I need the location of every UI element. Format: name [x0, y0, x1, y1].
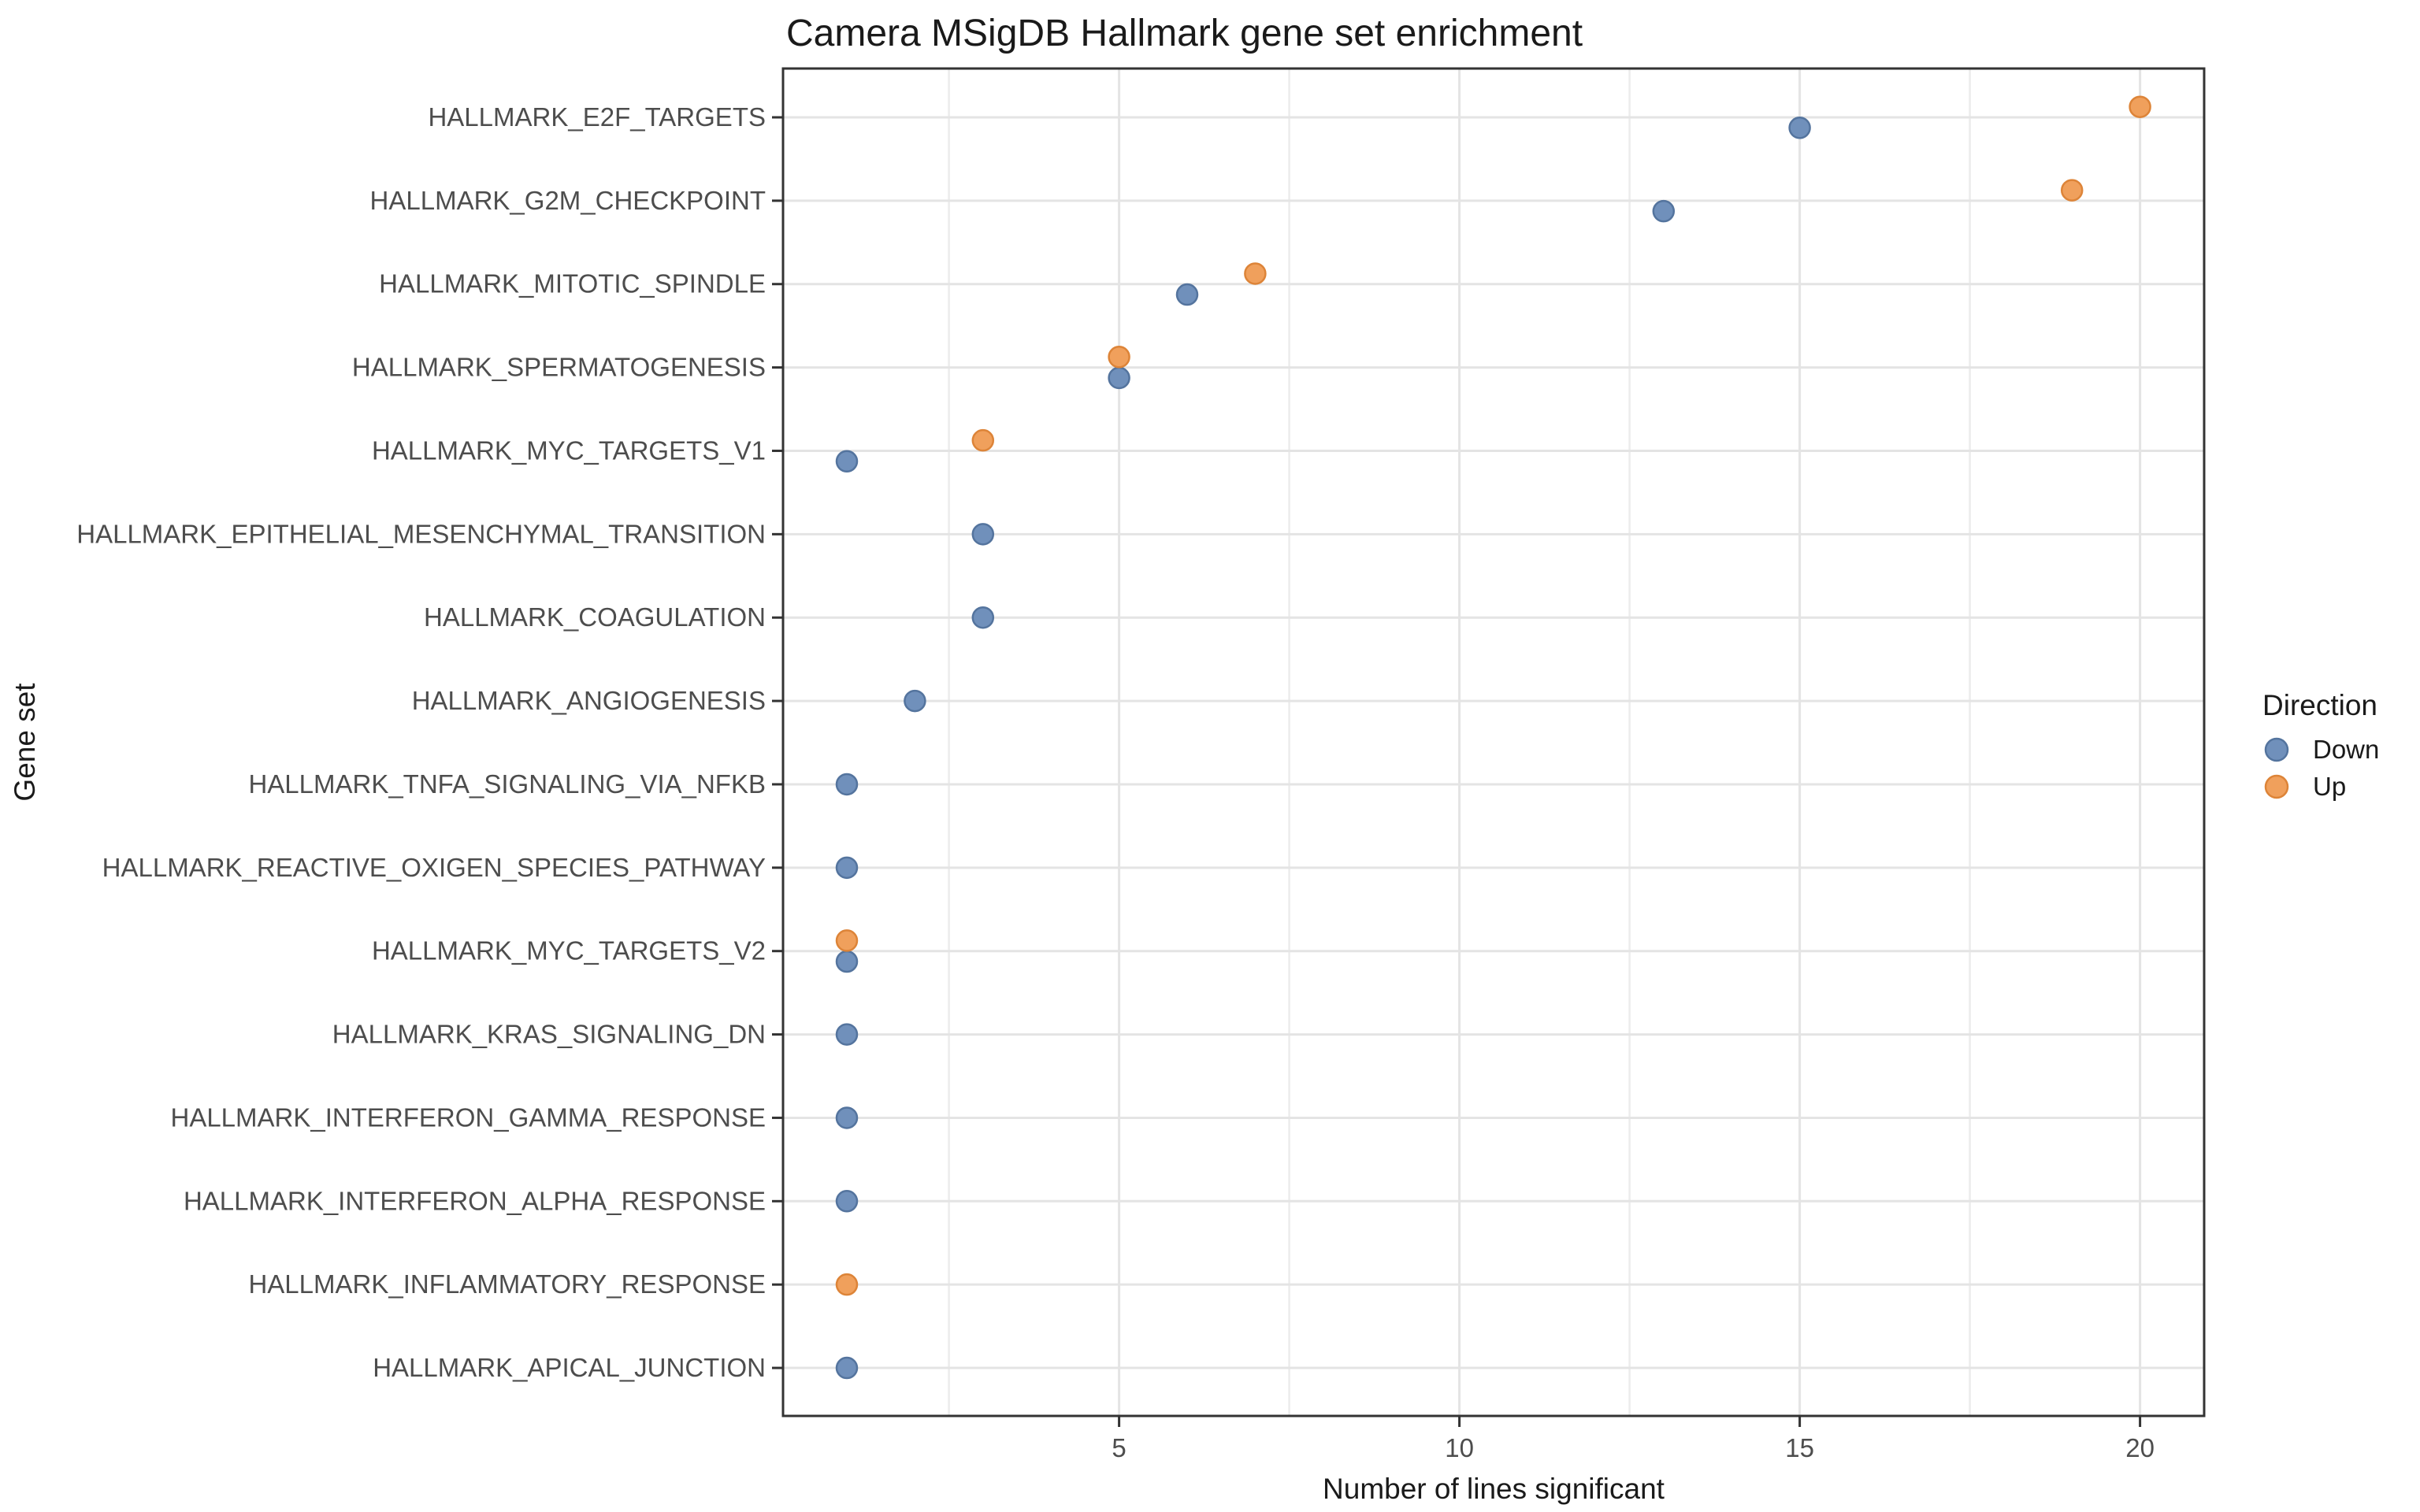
data-point-down [1108, 366, 1130, 390]
data-point-up [835, 929, 859, 952]
y-tick-label: HALLMARK_ANGIOGENESIS [412, 686, 766, 715]
plot-panel: HALLMARK_E2F_TARGETS HALLMARK_G2M_CHECKPO… [76, 67, 2206, 1462]
y-tick-label: HALLMARK_INFLAMMATORY_RESPONSE [248, 1269, 766, 1299]
data-point-down [1652, 199, 1676, 223]
data-point-up [1244, 262, 1267, 285]
data-point-down [835, 1190, 859, 1213]
y-tick-label: HALLMARK_G2M_CHECKPOINT [370, 186, 766, 215]
data-point-down [835, 950, 859, 973]
legend-item-up: Up [2264, 772, 2346, 801]
y-tick-label: HALLMARK_KRAS_SIGNALING_DN [332, 1020, 766, 1049]
y-tick-label: HALLMARK_EPITHELIAL_MESENCHYMAL_TRANSITI… [76, 519, 766, 548]
data-point-up [971, 428, 995, 452]
data-point-down [835, 1356, 859, 1380]
y-tick-label: HALLMARK_MYC_TARGETS_V2 [372, 936, 766, 965]
data-point-down [835, 1023, 859, 1046]
data-point-down [971, 523, 995, 546]
data-point-up [1108, 346, 1130, 369]
data-point-up [2129, 95, 2151, 118]
legend: Direction Down Up [2262, 689, 2379, 801]
y-tick-label: HALLMARK_REACTIVE_OXIGEN_SPECIES_PATHWAY [102, 853, 766, 882]
data-point-up [835, 1273, 859, 1296]
x-tick-label: 5 [1112, 1433, 1126, 1462]
legend-swatch-down-icon [2264, 737, 2289, 762]
y-tick-label: HALLMARK_MYC_TARGETS_V1 [372, 435, 766, 465]
y-tick-label: HALLMARK_INTERFERON_ALPHA_RESPONSE [184, 1186, 766, 1215]
panel-background [783, 69, 2204, 1416]
data-point-down [835, 773, 859, 796]
y-tick-label: HALLMARK_SPERMATOGENESIS [352, 353, 766, 382]
data-point-down [835, 450, 859, 473]
legend-item-down-label: Down [2313, 735, 2379, 764]
y-tick-label: HALLMARK_APICAL_JUNCTION [373, 1353, 766, 1382]
x-axis-title: Number of lines significant [1323, 1473, 1665, 1505]
y-tick-label: HALLMARK_TNFA_SIGNALING_VIA_NFKB [248, 769, 766, 799]
data-point-down [971, 606, 995, 629]
panel-border [781, 67, 2206, 1418]
data-point-up [2060, 179, 2084, 202]
data-point-down [1175, 283, 1199, 306]
y-tick-label: HALLMARK_COAGULATION [424, 602, 766, 632]
legend-title: Direction [2262, 689, 2377, 721]
x-tick-label: 20 [2125, 1433, 2155, 1462]
y-axis-title: Gene set [9, 683, 41, 802]
legend-swatch-up-icon [2264, 774, 2289, 799]
y-tick-label: HALLMARK_E2F_TARGETS [428, 102, 766, 132]
data-point-down [835, 1106, 859, 1129]
data-point-down [1788, 117, 1811, 139]
data-point-down [904, 689, 926, 713]
legend-item-down: Down [2264, 735, 2379, 764]
x-tick-label: 10 [1445, 1433, 1474, 1462]
y-tick-label: HALLMARK_MITOTIC_SPINDLE [379, 269, 766, 298]
x-tick-label: 15 [1785, 1433, 1814, 1462]
y-tick-label: HALLMARK_INTERFERON_GAMMA_RESPONSE [170, 1102, 766, 1132]
chart-title: Camera MSigDB Hallmark gene set enrichme… [786, 13, 1583, 54]
data-point-down [835, 856, 859, 880]
legend-item-up-label: Up [2313, 772, 2346, 801]
